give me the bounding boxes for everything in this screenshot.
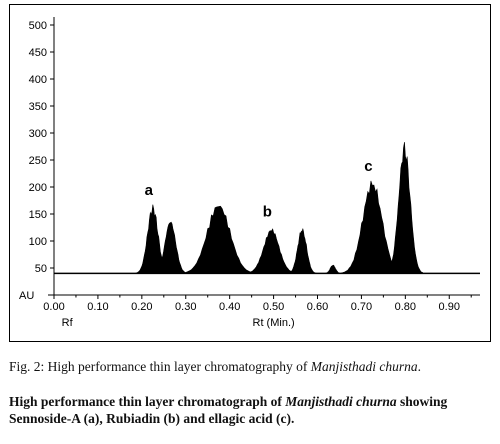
caption-line2-italic: Manjisthadi churna [285,394,397,409]
peak-4 [245,228,297,274]
y-tick-label-100: 100 [29,236,47,248]
x-tick-label-5: 0.50 [263,301,284,313]
x-tick-label-3: 0.30 [175,301,196,313]
x-tick-label-9: 0.90 [439,301,460,313]
x-tick-label-2: 0.20 [131,301,152,313]
chromatogram-chart: 50 100 150 200 250 300 350 400 450 500 AU 0.00 0.10 0… [19,17,480,329]
y-tick-label-350: 350 [29,101,47,113]
y-tick-label-200: 200 [29,182,47,194]
x-left-label: Rf [62,317,74,329]
peak-5 [287,228,317,274]
x-axis-label: Rt (Min.) [253,317,295,329]
figure-caption: Fig. 2: High performance thin layer chro… [9,358,495,375]
caption-line2-suffix: showing Sennoside-A (a), Rubiadin (b) an… [9,394,448,426]
peak-2 [153,221,188,274]
peak-label-a: a [145,182,154,199]
y-tick-label-400: 400 [29,74,47,86]
y-tick-label-500: 500 [29,20,47,32]
caption-line1-italic: Manjisthadi churna [310,359,418,374]
figure-description: High performance thin layer chromatograp… [9,393,495,427]
caption-line1-suffix: . [417,359,422,374]
y-tick-label-450: 450 [29,47,47,59]
y-unit-label: AU [19,290,34,302]
x-tick-label-0: 0.00 [43,301,64,313]
chart-frame: 50 100 150 200 250 300 350 400 450 500 AU 0.00 0.10 0… [9,4,491,342]
y-tick-label-50: 50 [35,263,47,275]
x-tick-label-6: 0.60 [307,301,328,313]
y-tick-label-150: 150 [29,209,47,221]
caption-line1-prefix: Fig. 2: High performance thin layer chro… [9,359,311,374]
peak-8 [385,142,423,274]
caption-line2-prefix: High performance thin layer chromatograp… [9,394,286,409]
x-tick-label-8: 0.80 [395,301,416,313]
peak-6 [324,264,342,274]
x-tick-label-4: 0.40 [219,301,240,313]
x-tick-label-7: 0.70 [351,301,372,313]
peak-label-c: c [364,158,372,175]
x-tick-label-1: 0.10 [87,301,108,313]
y-tick-label-250: 250 [29,155,47,167]
y-tick-label-300: 300 [29,128,47,140]
peak-label-b: b [263,204,272,221]
peak-3 [181,205,256,274]
